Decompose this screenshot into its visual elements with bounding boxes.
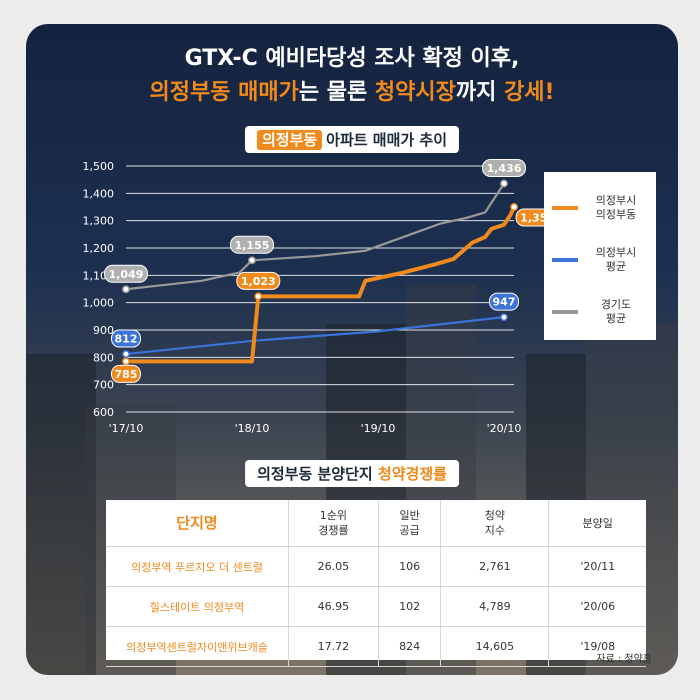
cell-index: 4,789 bbox=[440, 586, 549, 627]
cell-supply: 824 bbox=[377, 626, 441, 667]
chart-section-title: 의정부동 아파트 매매가 추이 bbox=[244, 126, 460, 153]
data-point bbox=[122, 357, 130, 366]
data-point bbox=[122, 285, 130, 294]
data-label: 785 bbox=[115, 368, 138, 381]
legend-swatch bbox=[552, 258, 578, 262]
y-tick-label: 700 bbox=[93, 379, 114, 392]
y-tick-label: 1,200 bbox=[83, 242, 115, 255]
legend-label: 의정부동 bbox=[595, 208, 637, 221]
legend-label: 평균 bbox=[605, 312, 627, 325]
table-section-title: 의정부동 분양단지 청약경쟁률 bbox=[245, 460, 459, 487]
data-label-bg bbox=[111, 364, 141, 383]
y-tick-label: 1,300 bbox=[83, 215, 115, 228]
cell-index: 14,605 bbox=[440, 626, 549, 667]
data-point bbox=[500, 313, 508, 322]
table-title-text: 의정부동 분양단지 bbox=[257, 465, 373, 483]
cell-rate: 46.95 bbox=[288, 586, 379, 627]
y-tick-label: 1,500 bbox=[83, 160, 115, 173]
legend-swatch bbox=[552, 206, 578, 210]
data-label: 1,436 bbox=[487, 162, 522, 175]
column-header-supply: 일반 공급 bbox=[377, 500, 441, 547]
column-header-index: 청약 지수 bbox=[440, 500, 549, 547]
series-line bbox=[125, 182, 505, 291]
data-point bbox=[254, 292, 263, 301]
chart-title-highlight: 의정부동 bbox=[256, 130, 323, 150]
data-label: 1,155 bbox=[235, 239, 270, 252]
x-tick-label: '17/10 bbox=[109, 422, 144, 435]
infographic-card: GTX-C 예비타당성 조사 확정 이후, 의정부동 매매가는 물론 청약시장까… bbox=[26, 24, 678, 675]
cell-name: 의정부역 푸르지오 더 센트럴 bbox=[106, 546, 289, 587]
cell-name: 힐스테이트 의정부역 bbox=[106, 586, 289, 627]
x-tick-label: '18/10 bbox=[235, 422, 270, 435]
chart-legend: 의정부시 의정부동 의정부시 평균 경기도 평균 bbox=[544, 172, 656, 340]
data-label-bg bbox=[489, 292, 519, 311]
cell-index: 2,761 bbox=[440, 546, 549, 587]
column-header-date: 분양일 bbox=[548, 500, 646, 547]
x-tick-label: '20/10 bbox=[487, 422, 522, 435]
legend-label: 평균 bbox=[605, 260, 627, 273]
data-point bbox=[248, 256, 256, 265]
headline-highlight-2: 청약시장 bbox=[374, 80, 456, 105]
cell-supply: 106 bbox=[377, 546, 441, 587]
y-tick-label: 600 bbox=[93, 406, 114, 419]
legend-item: 의정부시 평균 bbox=[552, 246, 646, 274]
series-line bbox=[126, 206, 516, 364]
table-row: 의정부역센트럴자이앤위브캐슬 17.72 824 14,605 '19/08 bbox=[106, 626, 646, 667]
legend-item: 의정부시 의정부동 bbox=[552, 194, 646, 222]
data-label-bg bbox=[482, 158, 526, 177]
y-tick-label: 1,400 bbox=[83, 187, 115, 200]
data-label-bg bbox=[230, 235, 274, 254]
y-tick-label: 800 bbox=[93, 351, 114, 364]
background-building bbox=[26, 354, 96, 675]
y-tick-label: 1,000 bbox=[83, 297, 115, 310]
cell-date: '19/08 bbox=[548, 626, 646, 667]
column-header-rate: 1순위 경쟁률 bbox=[288, 500, 379, 547]
data-label: 1,023 bbox=[241, 275, 276, 288]
y-tick-label: 900 bbox=[93, 324, 114, 337]
cell-supply: 102 bbox=[377, 586, 441, 627]
data-label-bg bbox=[111, 329, 141, 348]
table-header-row: 단지명 1순위 경쟁률 일반 공급 청약 지수 분양일 bbox=[106, 500, 646, 547]
table-row: 힐스테이트 의정부역 46.95 102 4,789 '20/06 bbox=[106, 586, 646, 627]
cell-date: '20/11 bbox=[548, 546, 646, 587]
data-label: 947 bbox=[493, 296, 516, 309]
headline-highlight-1: 의정부동 매매가 bbox=[149, 80, 299, 105]
cell-date: '20/06 bbox=[548, 586, 646, 627]
cell-rate: 17.72 bbox=[288, 626, 379, 667]
competition-table: 단지명 1순위 경쟁률 일반 공급 청약 지수 분양일 의정부역 푸르지오 더 센트럴… bbox=[106, 500, 646, 667]
legend-label: 의정부시 bbox=[595, 194, 637, 207]
column-header-complex: 단지명 bbox=[106, 500, 289, 547]
legend-swatch bbox=[552, 310, 578, 314]
cell-rate: 26.05 bbox=[288, 546, 379, 587]
legend-item: 경기도 평균 bbox=[552, 298, 646, 326]
legend-label: 의정부시 bbox=[595, 246, 637, 259]
cell-name: 의정부역센트럴자이앤위브캐슬 bbox=[106, 626, 289, 667]
legend-label: 경기도 bbox=[600, 298, 632, 311]
headline-text-3: 까지 bbox=[455, 80, 504, 105]
chart-title-text: 아파트 매매가 추이 bbox=[326, 131, 448, 149]
table-title-highlight: 청약경쟁률 bbox=[377, 465, 447, 483]
headline-text-2: 는 물론 bbox=[298, 80, 375, 105]
data-label-bg bbox=[236, 271, 281, 290]
source-note: 자료 : 청약홈 bbox=[596, 654, 652, 665]
headline-line2: 의정부동 매매가는 물론 청약시장까지 강세! bbox=[26, 74, 678, 106]
data-point bbox=[500, 179, 508, 188]
headline-highlight-3: 강세! bbox=[503, 80, 555, 105]
data-label: 812 bbox=[115, 333, 138, 346]
data-point bbox=[122, 350, 130, 359]
headline-line1: GTX-C 예비타당성 조사 확정 이후, bbox=[184, 46, 520, 71]
data-label: 1,049 bbox=[109, 268, 144, 281]
table-row: 의정부역 푸르지오 더 센트럴 26.05 106 2,761 '20/11 bbox=[106, 546, 646, 587]
x-tick-label: '19/10 bbox=[361, 422, 396, 435]
data-label-bg bbox=[104, 264, 148, 283]
data-point bbox=[510, 203, 519, 211]
series-line bbox=[125, 316, 505, 356]
